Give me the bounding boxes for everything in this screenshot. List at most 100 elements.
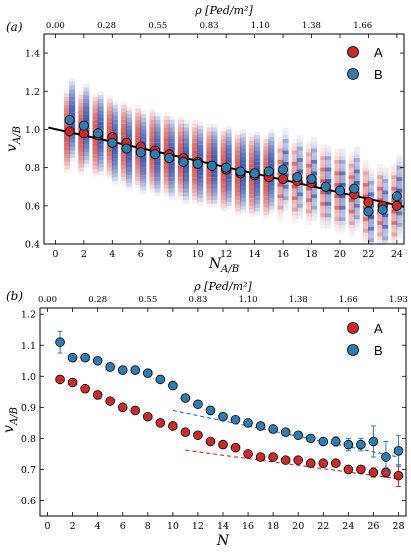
distribution-cell: [325, 152, 332, 157]
distribution-cell: [220, 181, 227, 185]
distribution-cell: [183, 135, 190, 139]
distribution-cell: [339, 171, 346, 176]
distribution-cell: [192, 181, 199, 185]
distribution-cell: [140, 121, 147, 126]
distribution-cell: [249, 198, 256, 202]
data-point-A: [64, 126, 75, 137]
distribution-cell: [391, 224, 398, 229]
distribution-cell: [396, 161, 403, 166]
distribution-cell: [382, 182, 389, 187]
distribution-cell: [126, 171, 133, 176]
distribution-cell: [168, 181, 175, 185]
distribution-cell: [282, 127, 289, 132]
distribution-cell: [282, 200, 289, 204]
distribution-cell: [325, 175, 332, 180]
distribution-cell: [362, 171, 369, 176]
distribution-cell: [78, 106, 85, 111]
distribution-cell: [268, 156, 275, 160]
distribution-cell: [163, 142, 170, 147]
distribution-cell: [78, 114, 85, 118]
distribution-cell: [277, 198, 284, 202]
x-tick-label: 10: [167, 521, 179, 532]
data-point-A: [343, 464, 354, 475]
distribution-cell: [97, 167, 104, 172]
distribution-cell: [177, 150, 184, 155]
y-tick-label: 0.4: [25, 240, 40, 251]
distribution-cell: [206, 196, 213, 201]
distribution-cell: [106, 118, 113, 122]
data-point-A: [243, 449, 253, 459]
distribution-cell: [211, 196, 218, 201]
distribution-cell: [111, 112, 118, 117]
distribution-cell: [282, 203, 289, 208]
y-tick-label: 1.0: [21, 372, 36, 383]
distribution-cell: [78, 148, 85, 153]
distribution-cell: [78, 144, 85, 149]
distribution-cell: [183, 184, 190, 189]
distribution-cell: [291, 211, 298, 216]
distribution-cell: [367, 169, 374, 174]
legend-b-label-A: A: [374, 321, 383, 336]
distribution-cell: [126, 152, 133, 157]
distribution-cell: [140, 160, 147, 164]
distribution-cell: [149, 131, 156, 136]
distribution-cell: [277, 205, 284, 210]
distribution-cell: [348, 160, 355, 164]
data-point-A: [155, 418, 166, 428]
x-tick-label: 4: [109, 249, 115, 260]
distribution-cell: [78, 91, 85, 96]
x-tick-label: 2: [81, 249, 87, 260]
distribution-cell: [220, 188, 227, 193]
distribution-cell: [106, 156, 113, 160]
distribution-cell: [120, 181, 127, 185]
distribution-cell: [382, 232, 389, 237]
distribution-cell: [149, 184, 156, 189]
distribution-cell: [206, 203, 213, 208]
distribution-cell: [197, 179, 204, 183]
distribution-cell: [367, 173, 374, 178]
data-point-A: [356, 464, 366, 475]
distribution-cell: [396, 154, 403, 159]
data-point-B: [278, 164, 289, 175]
distribution-cell: [377, 228, 384, 233]
data-point-B: [292, 172, 303, 183]
distribution-cell: [154, 165, 161, 170]
distribution-cell: [325, 217, 332, 222]
data-point-A: [255, 452, 266, 462]
distribution-cell: [249, 140, 256, 145]
distribution-cell: [348, 224, 355, 229]
distribution-cell: [126, 167, 133, 172]
distribution-cell: [334, 221, 341, 225]
distribution-cell: [334, 152, 341, 157]
distribution-cell: [334, 156, 341, 160]
distribution-cell: [348, 171, 355, 176]
distribution-cell: [92, 97, 99, 101]
distribution-cell: [254, 188, 261, 193]
distribution-cell: [126, 156, 133, 160]
distribution-cell: [396, 173, 403, 178]
data-point-B: [268, 424, 278, 434]
distribution-cell: [83, 102, 90, 107]
distribution-cell: [268, 160, 275, 164]
distribution-cell: [396, 211, 403, 216]
distribution-cell: [126, 179, 133, 183]
distribution-cell: [311, 171, 318, 176]
distribution-cell: [391, 186, 398, 191]
x-tick-label: 6: [120, 521, 126, 532]
distribution-cell: [320, 198, 327, 202]
distribution-cell: [149, 127, 156, 132]
distribution-cell: [177, 119, 184, 124]
distribution-cell: [69, 100, 76, 105]
distribution-cell: [362, 236, 369, 241]
distribution-cell: [254, 142, 261, 147]
distribution-cell: [277, 194, 284, 199]
distribution-cell: [111, 173, 118, 178]
distribution-cell: [311, 205, 318, 210]
distribution-cell: [268, 202, 275, 206]
data-point-B: [206, 160, 217, 171]
distribution-cell: [149, 169, 156, 174]
distribution-cell: [168, 169, 175, 174]
distribution-cell: [291, 215, 298, 220]
distribution-cell: [135, 161, 142, 166]
distribution-cell: [163, 181, 170, 185]
